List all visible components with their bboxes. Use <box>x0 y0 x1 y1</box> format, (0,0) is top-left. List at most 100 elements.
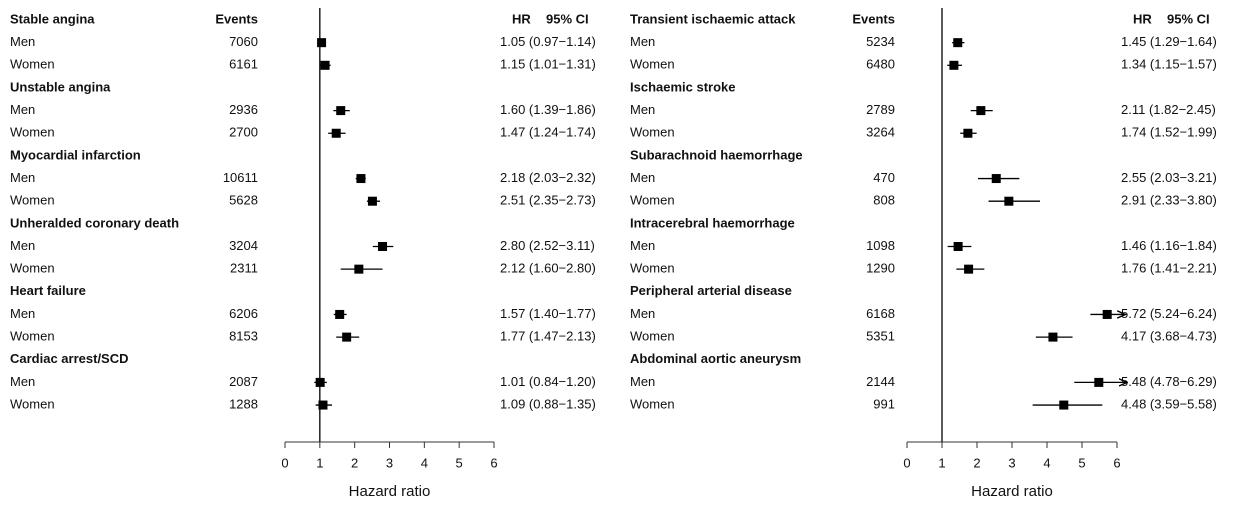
events-header: Events <box>215 11 258 26</box>
row-label: Men <box>630 102 655 117</box>
hr-label: 2.18 (2.03−2.32) <box>500 170 596 185</box>
x-tick-label: 6 <box>1113 455 1120 470</box>
events: 1098 <box>866 238 895 253</box>
events: 2311 <box>230 261 258 276</box>
events: 2936 <box>229 102 258 117</box>
x-axis-label: Hazard ratio <box>971 483 1053 500</box>
hr-point <box>335 309 345 319</box>
events: 991 <box>873 396 895 411</box>
events: 3264 <box>866 125 895 140</box>
hr-label: 1.47 (1.24−1.74) <box>500 125 596 140</box>
x-tick-label: 1 <box>316 455 323 470</box>
row-label: Women <box>630 329 675 344</box>
group-title: Stable angina <box>10 11 95 26</box>
row-label: Men <box>10 306 35 321</box>
row-label: Men <box>10 170 35 185</box>
row-label: Men <box>630 34 655 49</box>
hr-label: 2.80 (2.52−3.11) <box>500 238 595 253</box>
row-label: Men <box>10 34 35 49</box>
row-label: Women <box>10 193 55 208</box>
events: 470 <box>873 170 895 185</box>
row-label: Men <box>630 374 655 389</box>
events: 7060 <box>229 34 258 49</box>
hr-point <box>964 264 974 274</box>
group-title: Heart failure <box>10 283 86 298</box>
events: 2144 <box>866 374 895 389</box>
hr-label: 4.48 (3.59−5.58) <box>1121 396 1217 411</box>
hr-label: 1.01 (0.84−1.20) <box>500 374 596 389</box>
row-label: Men <box>10 374 35 389</box>
row-label: Women <box>10 125 55 140</box>
events: 8153 <box>229 329 258 344</box>
hr-point <box>1059 400 1069 410</box>
row-label: Men <box>10 102 35 117</box>
hr-point <box>1094 377 1104 387</box>
group-title: Peripheral arterial disease <box>630 283 792 298</box>
hr-point <box>1102 309 1112 319</box>
hr-label: 1.77 (1.47−2.13) <box>500 329 596 344</box>
hr-label: 4.17 (3.68−4.73) <box>1121 329 1217 344</box>
events: 5351 <box>866 329 895 344</box>
events: 6168 <box>866 306 895 321</box>
hr-header: HR <box>512 11 531 26</box>
events: 2087 <box>229 374 258 389</box>
events: 808 <box>873 193 895 208</box>
x-tick-label: 2 <box>973 455 980 470</box>
hr-label: 1.76 (1.41−2.21) <box>1121 261 1217 276</box>
group-title: Myocardial infarction <box>10 147 141 162</box>
row-label: Men <box>630 238 655 253</box>
hr-label: 5.72 (5.24−6.24) <box>1121 306 1217 321</box>
hr-label: 1.34 (1.15−1.57) <box>1121 57 1217 72</box>
events: 3204 <box>229 238 258 253</box>
hr-point <box>953 38 963 48</box>
hr-label: 1.74 (1.52−1.99) <box>1121 125 1217 140</box>
row-label: Women <box>630 261 675 276</box>
hr-point <box>367 196 377 206</box>
row-label: Women <box>630 57 675 72</box>
events: 10611 <box>223 170 258 185</box>
row-label: Men <box>10 238 35 253</box>
x-tick-label: 4 <box>421 455 428 470</box>
row-label: Women <box>630 396 675 411</box>
events: 5628 <box>229 193 258 208</box>
x-axis-label: Hazard ratio <box>349 483 431 500</box>
hr-label: 1.15 (1.01−1.31) <box>500 57 596 72</box>
x-tick-label: 3 <box>386 455 393 470</box>
hr-point <box>331 128 341 138</box>
x-tick-label: 0 <box>281 455 288 470</box>
hr-point <box>320 60 330 70</box>
hr-point <box>991 174 1001 184</box>
hr-label: 5.48 (4.78−6.29) <box>1121 374 1217 389</box>
events: 6206 <box>229 306 258 321</box>
hr-label: 1.57 (1.40−1.77) <box>500 306 596 321</box>
events: 6480 <box>866 57 895 72</box>
hr-point <box>1048 332 1058 342</box>
hr-header: HR <box>1133 11 1152 26</box>
x-tick-label: 1 <box>938 455 945 470</box>
row-label: Men <box>630 170 655 185</box>
group-title: Unstable angina <box>10 79 111 94</box>
hr-point <box>1004 196 1014 206</box>
hr-label: 1.09 (0.88−1.35) <box>500 396 596 411</box>
events: 2700 <box>229 125 258 140</box>
x-tick-label: 4 <box>1043 455 1050 470</box>
row-label: Women <box>10 261 55 276</box>
row-label: Men <box>630 306 655 321</box>
row-label: Women <box>630 193 675 208</box>
hr-label: 1.45 (1.29−1.64) <box>1121 34 1217 49</box>
group-title: Transient ischaemic attack <box>630 11 796 26</box>
row-label: Women <box>630 125 675 140</box>
hr-point <box>342 332 352 342</box>
ci-header: 95% CI <box>1167 11 1210 26</box>
hr-label: 1.60 (1.39−1.86) <box>500 102 596 117</box>
hr-point <box>356 174 366 184</box>
group-title: Intracerebral haemorrhage <box>630 215 795 230</box>
ci-header: 95% CI <box>546 11 589 26</box>
hr-label: 2.11 (1.82−2.45) <box>1121 102 1216 117</box>
events: 2789 <box>866 102 895 117</box>
row-label: Women <box>10 329 55 344</box>
hr-point <box>976 106 986 116</box>
hr-point <box>378 242 388 251</box>
row-label: Women <box>10 57 55 72</box>
